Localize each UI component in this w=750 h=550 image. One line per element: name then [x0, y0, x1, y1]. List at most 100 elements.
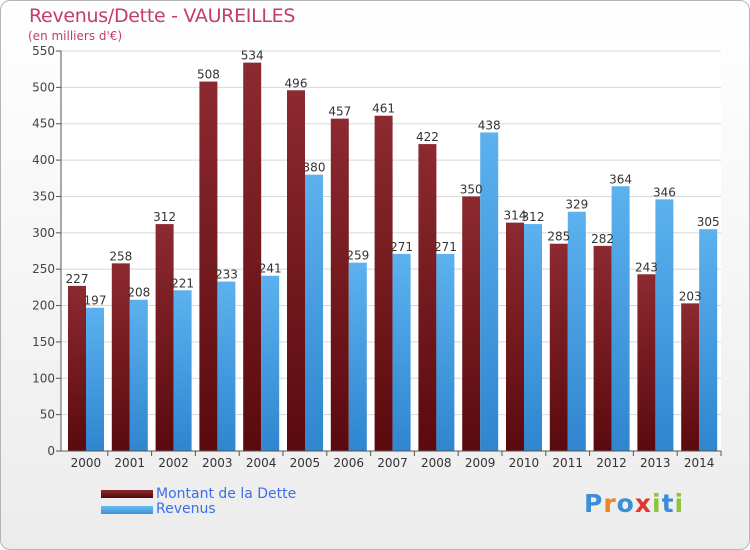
logo-letter: r: [603, 489, 617, 518]
data-label: 508: [197, 68, 220, 82]
data-label: 312: [522, 210, 545, 224]
y-tick-label: 550: [32, 44, 55, 58]
y-tick-label: 500: [32, 80, 55, 94]
bar-dette: [199, 81, 218, 451]
data-label: 258: [109, 249, 132, 263]
logo-letter: i: [674, 489, 685, 518]
data-label: 350: [460, 182, 483, 196]
bar-revenus: [392, 253, 411, 451]
bar-revenus: [524, 224, 542, 451]
x-tick-label: 2001: [114, 456, 145, 470]
x-tick-label: 2010: [509, 456, 540, 470]
bar-revenus: [699, 229, 718, 451]
data-label: 221: [171, 276, 194, 290]
legend-swatch-revenus: [101, 506, 153, 514]
data-label: 285: [547, 230, 570, 244]
x-tick-label: 2007: [377, 456, 408, 470]
chart-subtitle: (en milliers d'€): [28, 29, 123, 43]
bar-dette: [506, 222, 524, 451]
data-label: 259: [346, 249, 369, 263]
bar-revenus: [436, 253, 455, 451]
data-label: 346: [653, 185, 676, 199]
y-tick-label: 450: [32, 117, 55, 131]
data-label: 227: [66, 272, 89, 286]
y-tick-label: 250: [32, 262, 55, 276]
data-label: 457: [328, 105, 351, 119]
data-label: 305: [697, 215, 720, 229]
data-label: 461: [372, 102, 395, 116]
y-tick-label: 100: [32, 371, 55, 385]
bar-revenus: [655, 199, 674, 451]
x-tick-label: 2002: [158, 456, 189, 470]
x-tick-label: 2011: [552, 456, 583, 470]
y-tick-label: 200: [32, 299, 55, 313]
data-label: 271: [434, 240, 457, 254]
bar-dette: [111, 263, 130, 451]
bar-dette: [287, 90, 305, 451]
bar-dette: [593, 245, 612, 451]
chart-title: Revenus/Dette - VAUREILLES: [29, 5, 296, 27]
bar-revenus: [305, 174, 323, 452]
data-label: 233: [215, 268, 238, 282]
bar-dette: [330, 118, 349, 452]
data-label: 329: [565, 198, 588, 212]
x-tick-label: 2000: [71, 456, 102, 470]
bar-revenus: [129, 299, 148, 451]
logo-letter: i: [652, 489, 662, 518]
y-tick-label: 0: [47, 444, 55, 458]
legend-swatch-debt: [101, 490, 153, 498]
bar-dette: [462, 196, 481, 451]
bar-dette: [374, 115, 393, 452]
data-label: 243: [635, 260, 658, 274]
data-label: 241: [259, 262, 282, 276]
bar-revenus: [567, 211, 586, 451]
bar-revenus: [173, 290, 192, 451]
bar-dette: [637, 274, 656, 451]
bar-dette: [68, 285, 86, 451]
bar-dette: [155, 224, 174, 451]
x-tick-label: 2005: [290, 456, 321, 470]
logo-letter: P: [584, 489, 604, 518]
bar-revenus: [261, 275, 280, 451]
bar-dette: [243, 62, 262, 452]
data-label: 208: [127, 286, 150, 300]
x-tick-label: 2004: [246, 456, 277, 470]
data-label: 197: [84, 294, 107, 308]
data-label: 438: [478, 118, 501, 132]
y-tick-label: 300: [32, 226, 55, 240]
x-tick-label: 2013: [640, 456, 671, 470]
data-label: 380: [303, 161, 326, 175]
bar-revenus: [86, 307, 104, 451]
data-label: 203: [679, 289, 702, 303]
logo-letter: o: [616, 489, 635, 518]
bar-revenus: [611, 186, 630, 452]
y-tick-label: 350: [32, 189, 55, 203]
bar-dette: [418, 144, 437, 451]
data-label: 314: [504, 209, 527, 223]
bar-revenus: [348, 262, 367, 451]
data-label: 422: [416, 130, 439, 144]
x-tick-label: 2009: [465, 456, 496, 470]
proxiti-logo: Proxiti: [584, 489, 684, 518]
data-label: 282: [591, 232, 614, 246]
data-label: 534: [241, 49, 264, 63]
data-label: 364: [609, 172, 632, 186]
y-tick-label: 150: [32, 335, 55, 349]
x-tick-label: 2008: [421, 456, 452, 470]
x-tick-label: 2006: [333, 456, 364, 470]
data-label: 496: [285, 76, 308, 90]
legend-label-revenus: Revenus: [156, 501, 216, 517]
legend-label-debt: Montant de la Dette: [156, 486, 297, 502]
data-label: 312: [153, 210, 176, 224]
logo-letter: t: [661, 489, 675, 518]
logo-letter: x: [634, 489, 652, 518]
x-tick-label: 2014: [684, 456, 715, 470]
bar-dette: [549, 243, 568, 451]
bar-revenus: [480, 132, 499, 452]
x-tick-label: 2012: [596, 456, 627, 470]
y-tick-label: 50: [40, 408, 55, 422]
x-tick-label: 2003: [202, 456, 233, 470]
bar-revenus: [217, 281, 236, 451]
